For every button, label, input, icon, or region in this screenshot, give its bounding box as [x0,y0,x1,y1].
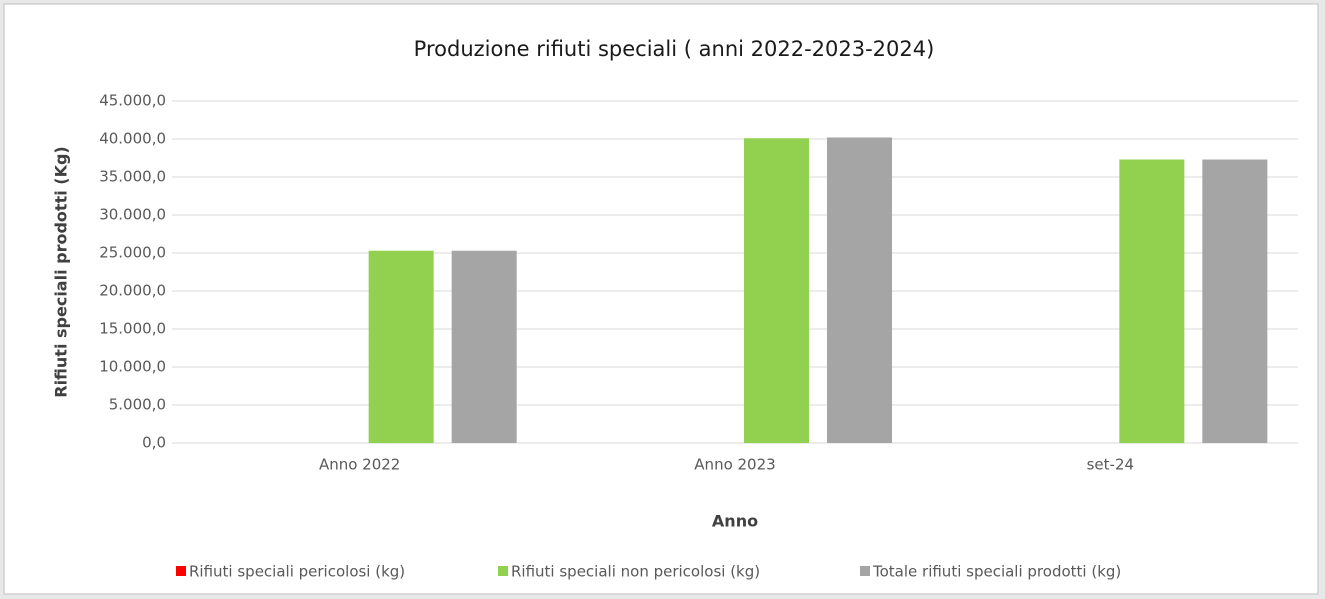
x-axis-title: Anno [712,512,758,531]
bar [1119,159,1185,443]
legend-label: Rifiuti speciali non pericolosi (kg) [511,563,760,581]
y-tick-label: 5.000,0 [109,396,166,414]
bar [827,137,892,444]
legend-swatch [860,566,870,576]
legend-swatch [176,566,186,576]
y-axis-title: Rifiuti speciali prodotti (Kg) [52,146,71,398]
legend-label: Rifiuti speciali pericolosi (kg) [189,563,405,581]
chart-frame [3,3,1319,595]
bar [1202,159,1268,443]
legend-swatch [498,566,508,576]
y-tick-label: 25.000,0 [99,244,166,262]
x-tick-label: set-24 [1087,456,1134,474]
y-tick-label: 10.000,0 [99,358,166,376]
y-tick-label: 35.000,0 [99,168,166,186]
bar [451,250,517,443]
y-tick-label: 45.000,0 [99,92,166,110]
chart-title: Produzione rifiuti speciali ( anni 2022-… [414,37,935,61]
y-tick-label: 40.000,0 [99,130,166,148]
legend-label: Totale rifiuti speciali prodotti (kg) [872,563,1121,581]
y-tick-label: 0,0 [142,434,166,452]
y-tick-label: 20.000,0 [99,282,166,300]
y-tick-label: 15.000,0 [99,320,166,338]
bar [368,250,434,443]
bar [744,138,809,444]
x-tick-label: Anno 2022 [319,456,400,474]
y-tick-label: 30.000,0 [99,206,166,224]
x-tick-label: Anno 2023 [694,456,775,474]
